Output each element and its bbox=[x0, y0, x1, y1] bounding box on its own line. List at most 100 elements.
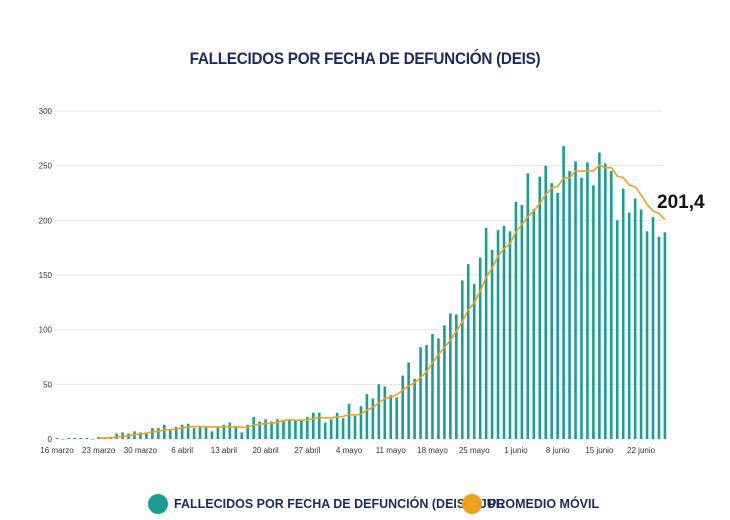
bar bbox=[186, 423, 190, 439]
x-tick-label: 16 marzo bbox=[40, 446, 74, 455]
bar bbox=[174, 426, 178, 439]
bar bbox=[568, 171, 571, 439]
bar bbox=[419, 347, 422, 439]
bar bbox=[532, 209, 536, 439]
bar bbox=[663, 232, 667, 439]
x-tick-label: 13 abril bbox=[211, 446, 237, 455]
bar bbox=[383, 386, 387, 439]
x-tick-label: 11 mayo bbox=[376, 446, 407, 455]
bar bbox=[556, 193, 559, 439]
x-tick-label: 27 abril bbox=[294, 446, 320, 455]
x-tick-label: 4 mayo bbox=[336, 446, 363, 455]
y-tick-label: 50 bbox=[43, 380, 52, 389]
bar bbox=[526, 173, 530, 439]
bar bbox=[574, 161, 577, 439]
bar bbox=[264, 419, 267, 439]
bar bbox=[341, 418, 345, 439]
bar bbox=[449, 313, 452, 439]
bar bbox=[67, 437, 71, 439]
bar bbox=[216, 426, 220, 439]
bar bbox=[651, 217, 655, 439]
y-tick-label: 250 bbox=[39, 162, 53, 171]
bar bbox=[270, 421, 273, 439]
bar bbox=[139, 432, 142, 439]
bar bbox=[91, 439, 95, 440]
bar bbox=[371, 398, 375, 439]
legend-swatch-bars bbox=[148, 494, 168, 514]
bar bbox=[198, 426, 202, 439]
bar bbox=[514, 201, 518, 439]
y-tick-label: 300 bbox=[39, 107, 53, 116]
bar bbox=[609, 171, 613, 439]
bar bbox=[145, 432, 148, 439]
bar bbox=[180, 424, 184, 439]
bar bbox=[85, 437, 89, 439]
bar bbox=[234, 426, 238, 439]
bar bbox=[484, 227, 488, 439]
bar bbox=[317, 412, 321, 439]
bar bbox=[151, 428, 154, 439]
bar bbox=[365, 394, 369, 439]
bar bbox=[401, 375, 404, 439]
bar bbox=[431, 334, 434, 439]
bar bbox=[633, 198, 637, 439]
bar bbox=[210, 431, 214, 439]
bar bbox=[73, 437, 77, 439]
legend-item-bars: FALLECIDOS POR FECHA DE DEFUNCIÓN (DEIS)… bbox=[148, 494, 503, 514]
bar bbox=[294, 420, 297, 439]
bar bbox=[359, 406, 363, 439]
bar bbox=[520, 205, 524, 439]
bar bbox=[55, 437, 59, 439]
bar bbox=[311, 412, 315, 439]
bar bbox=[472, 283, 476, 439]
x-tick-label: 22 junio bbox=[627, 446, 656, 455]
bar bbox=[586, 162, 589, 440]
bar bbox=[306, 417, 309, 439]
bar bbox=[79, 437, 83, 439]
bar bbox=[389, 395, 393, 439]
moving-average-line bbox=[98, 164, 666, 439]
bar bbox=[347, 404, 351, 439]
bar bbox=[592, 185, 595, 439]
y-tick-label: 100 bbox=[39, 326, 53, 335]
bar bbox=[502, 225, 506, 439]
bar bbox=[353, 416, 357, 439]
bar bbox=[627, 212, 631, 439]
bar bbox=[437, 338, 440, 439]
bar bbox=[443, 325, 446, 439]
moving-average-annotation: 201,4 bbox=[657, 192, 705, 213]
bar bbox=[460, 280, 464, 439]
bar bbox=[335, 412, 339, 439]
bar bbox=[252, 417, 255, 439]
bar bbox=[276, 419, 279, 439]
bar bbox=[258, 421, 261, 439]
bar bbox=[413, 378, 416, 439]
bar bbox=[157, 428, 160, 439]
x-tick-label: 6 abril bbox=[171, 446, 193, 455]
bar bbox=[538, 176, 542, 439]
bar bbox=[508, 231, 512, 439]
x-tick-label: 18 mayo bbox=[417, 446, 448, 455]
bar bbox=[240, 432, 244, 439]
bar bbox=[300, 420, 303, 439]
x-tick-label: 1 junio bbox=[504, 446, 528, 455]
bar bbox=[115, 433, 118, 439]
bar bbox=[246, 424, 250, 439]
x-tick-label: 23 marzo bbox=[82, 446, 116, 455]
bar bbox=[639, 209, 643, 439]
bar bbox=[228, 422, 232, 439]
bar bbox=[222, 424, 226, 439]
x-tick-label: 8 junio bbox=[546, 446, 570, 455]
bar bbox=[407, 362, 410, 439]
y-tick-label: 0 bbox=[48, 435, 53, 444]
bar bbox=[580, 177, 583, 439]
bar bbox=[466, 264, 470, 439]
x-tick-label: 25 mayo bbox=[459, 446, 490, 455]
bar bbox=[544, 165, 548, 439]
bar bbox=[168, 430, 172, 439]
bar bbox=[323, 422, 327, 439]
bar bbox=[282, 420, 285, 439]
bar bbox=[657, 236, 661, 439]
y-tick-label: 200 bbox=[39, 216, 53, 225]
